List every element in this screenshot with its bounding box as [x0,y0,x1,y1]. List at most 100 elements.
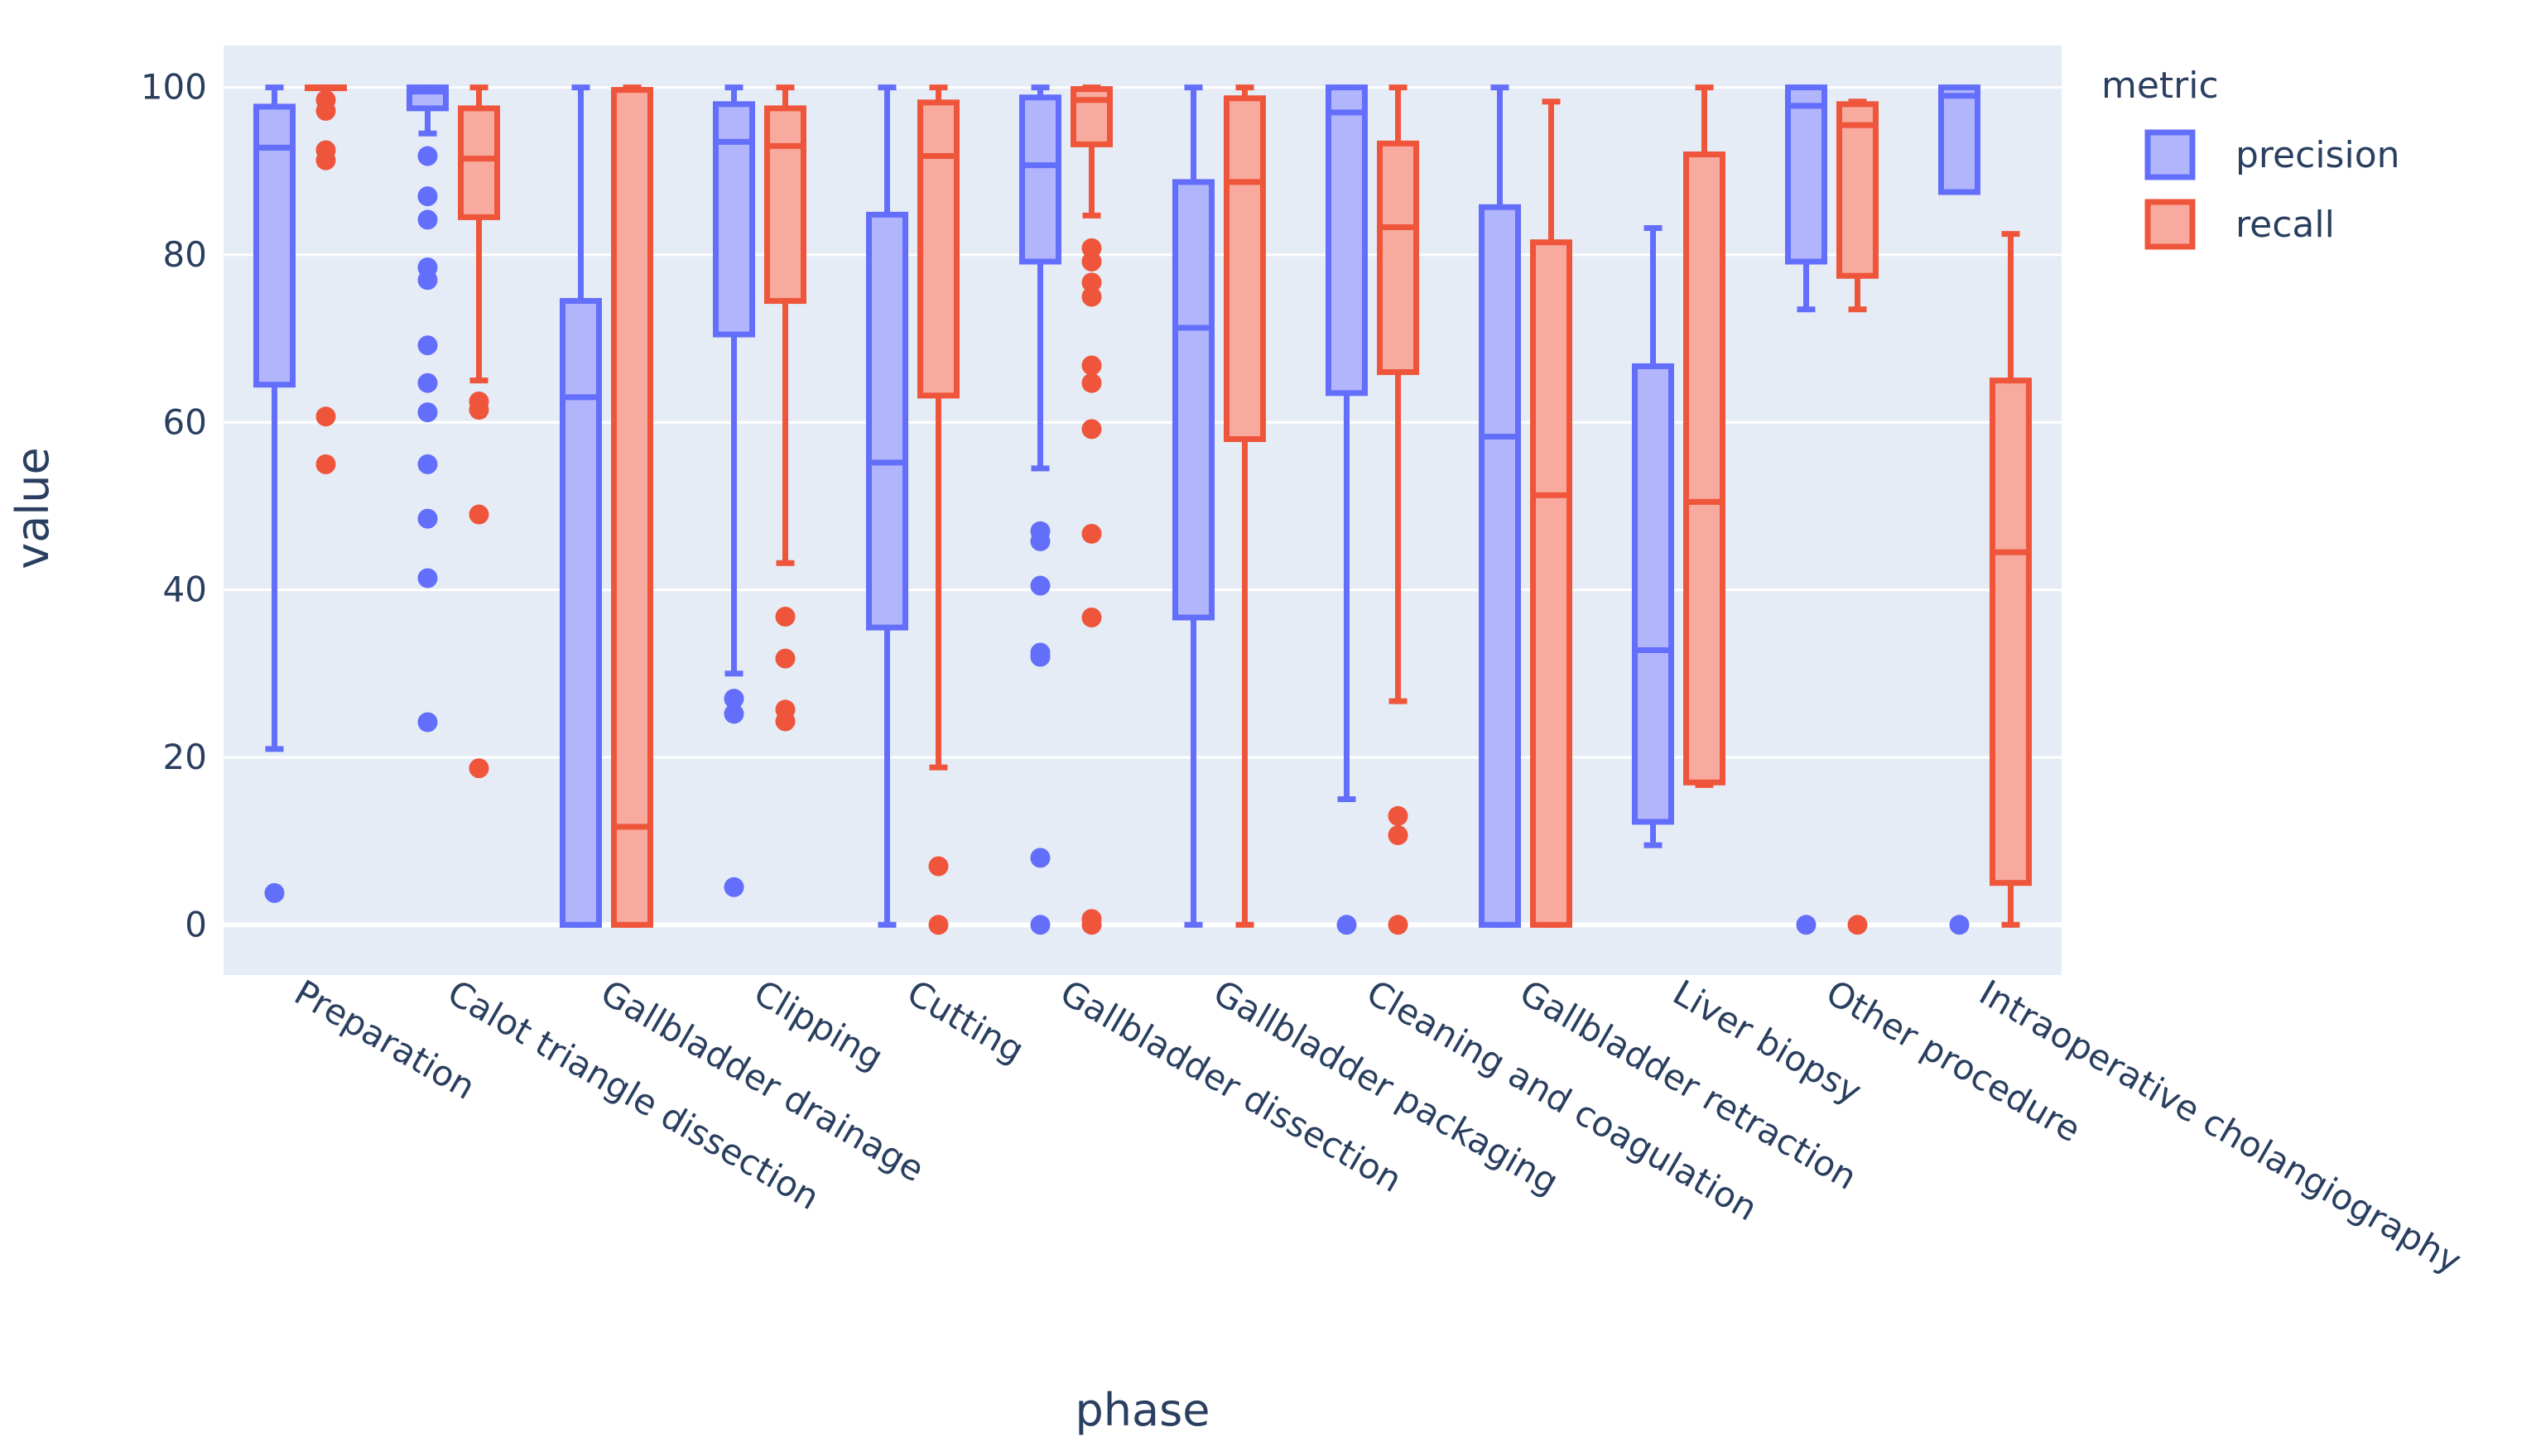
box-recall [458,84,500,779]
box-iqr [1990,377,2032,887]
y-tick-label: 100 [141,67,207,108]
box-precision [1785,84,1827,935]
box-iqr [1836,101,1879,279]
outlier-point [315,454,336,474]
outlier-point [1030,848,1051,868]
box-series-layer [253,84,2032,935]
outlier-point [1336,915,1357,935]
outlier-point [724,704,744,724]
box-iqr [1479,204,1521,928]
outlier-point [469,504,489,525]
outlier-point [1388,915,1408,935]
box-iqr [713,101,755,338]
outlier-point [264,882,285,903]
outlier-point [1081,272,1102,293]
box-recall [1530,99,1572,928]
y-tick-label: 60 [163,401,207,442]
outlier-point [417,508,438,529]
series-recall [305,84,2032,935]
outlier-point [315,406,336,427]
y-tick-label: 80 [163,234,207,275]
grid-lines [224,86,2062,928]
outlier-point [775,606,796,627]
x-tick-label: Cutting [901,972,1032,1070]
legend-swatch-precision [2144,129,2196,180]
box-recall [611,84,653,928]
box-precision [1326,84,1368,935]
box-iqr [1938,84,1980,195]
box-iqr [866,211,908,631]
y-axis-title: value [7,447,59,569]
outlier-point [417,712,438,733]
outlier-point [417,209,438,230]
outlier-point [1847,915,1868,935]
legend-item-recall[interactable]: recall [2144,199,2335,250]
box-precision [1632,225,1674,848]
box-iqr [1785,84,1827,265]
outlier-point [928,856,949,877]
y-tick-label: 40 [163,569,207,610]
outlier-point [417,568,438,589]
box-recall [1224,84,1266,928]
outlier-point [1081,915,1102,935]
outlier-point [724,689,744,709]
box-iqr [1530,239,1572,928]
outlier-point [928,915,949,935]
box-iqr [560,298,602,928]
outlier-point [417,146,438,166]
box-precision [713,84,755,897]
outlier-point [417,372,438,393]
box-iqr [1326,84,1368,396]
y-tick-label: 20 [163,737,207,777]
legend-swatch-recall [2144,199,2196,250]
box-recall [764,84,806,732]
box-iqr [917,99,960,399]
box-recall [1836,99,1879,935]
outlier-point [469,758,489,779]
box-iqr [1683,151,1725,786]
outlier-point [417,454,438,474]
box-recall [305,84,347,474]
box-precision [1938,84,1980,935]
legend[interactable]: metric precision recall [2101,65,2400,250]
legend-label-recall: recall [2235,204,2335,246]
outlier-point [1081,607,1102,627]
box-iqr [458,105,500,220]
box-recall [1377,84,1419,935]
legend-label-precision: precision [2235,134,2400,176]
box-precision [1019,84,1061,935]
series-precision [253,84,1980,935]
y-axis-ticks: 0 20 40 60 80 100 [141,67,207,945]
box-iqr [1224,95,1266,443]
box-precision [407,84,449,733]
box-iqr [1377,140,1419,376]
outlier-point [1030,531,1051,551]
box-recall [1683,84,1725,788]
y-tick-label: 0 [185,904,207,944]
outlier-point [1030,575,1051,596]
outlier-point [315,100,336,121]
outlier-point [1081,372,1102,393]
box-recall [917,84,960,935]
box-iqr [611,87,653,928]
outlier-point [724,877,744,897]
outlier-point [315,150,336,171]
outlier-point [775,711,796,732]
legend-item-precision[interactable]: precision [2144,129,2400,180]
outlier-point [1030,646,1051,667]
plot-background [224,46,2062,975]
outlier-point [1081,419,1102,440]
box-precision [1479,84,1521,928]
outlier-point [469,400,489,420]
box-iqr [1019,94,1061,265]
outlier-point [1796,915,1817,935]
outlier-point [1081,523,1102,544]
box-iqr [253,103,296,388]
legend-title: metric [2101,65,2219,107]
outlier-point [1081,252,1102,272]
box-precision [866,84,908,928]
box-recall [1990,231,2032,928]
outlier-point [1949,915,1970,935]
